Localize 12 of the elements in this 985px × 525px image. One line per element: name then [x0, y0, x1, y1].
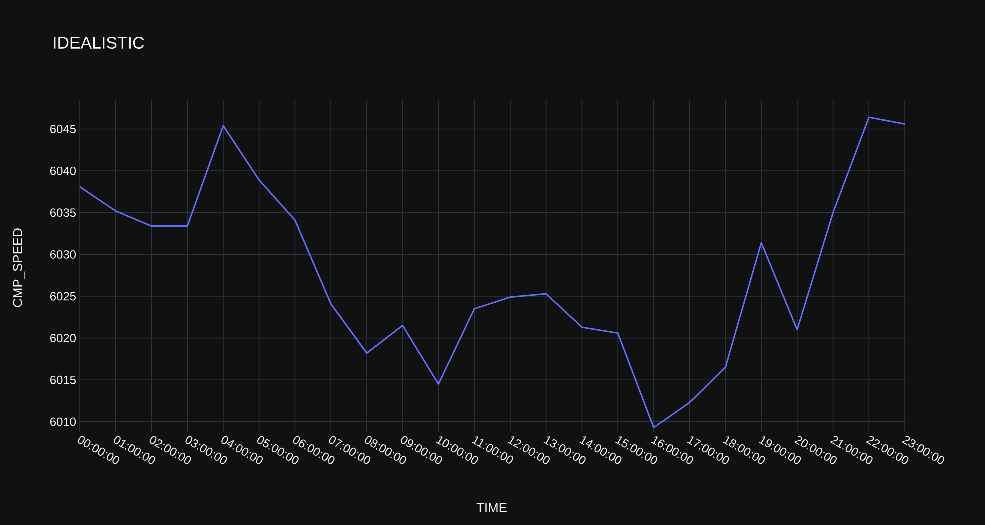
line-series — [79, 116, 906, 429]
y-axis-title: CMP_SPEED — [13, 228, 25, 308]
y-tick-label: 6025 — [50, 292, 76, 301]
x-axis-title: TIME — [476, 504, 507, 512]
y-tick-label: 6010 — [50, 418, 76, 426]
y-tick-label: 6045 — [50, 125, 76, 134]
chart-title: IDEALISTIC — [54, 36, 144, 49]
y-tick-label: 6040 — [50, 166, 76, 176]
y-tick-label: 6035 — [50, 208, 76, 218]
y-tick-label: 6015 — [50, 376, 76, 384]
y-tick-label: 6030 — [50, 250, 76, 259]
y-tick-label: 6020 — [50, 334, 76, 343]
